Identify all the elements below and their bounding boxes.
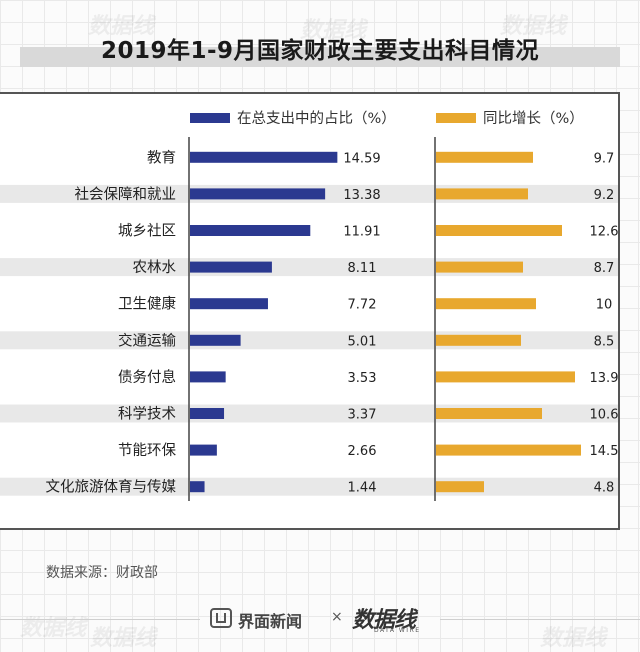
value-label-share: 11.91 xyxy=(343,225,380,240)
bar-growth xyxy=(436,334,521,346)
times-sign: × xyxy=(331,609,343,625)
data-wire-logo: 数据线 xyxy=(352,608,416,633)
category-label: 教育 xyxy=(147,149,176,166)
value-label-share: 2.66 xyxy=(348,444,377,459)
footer: 界面新闻 × 数据线 DATA WIRE xyxy=(0,604,640,634)
bar-growth xyxy=(436,371,575,383)
value-label-growth: 4.8 xyxy=(594,481,615,496)
bar-growth xyxy=(436,408,542,419)
bar-share xyxy=(190,444,217,456)
category-label: 节能环保 xyxy=(118,442,176,459)
value-label-share: 13.38 xyxy=(343,188,380,203)
value-label-share: 7.72 xyxy=(348,298,377,313)
brand-logo-icon xyxy=(210,608,232,628)
bar-share xyxy=(190,408,225,419)
value-label-share: 1.44 xyxy=(348,481,377,496)
watermark: 数据线 xyxy=(88,14,155,39)
value-label-growth: 10 xyxy=(596,298,613,313)
category-label: 文化旅游体育与传媒 xyxy=(46,479,177,496)
row-stripe xyxy=(0,258,618,277)
category-label: 卫生健康 xyxy=(118,296,176,313)
row-stripe xyxy=(0,331,618,350)
value-label-share: 8.11 xyxy=(348,261,377,276)
value-label-growth: 8.7 xyxy=(594,261,615,276)
category-label: 农林水 xyxy=(133,259,177,276)
value-label-growth: 9.7 xyxy=(594,151,615,166)
legend-label-growth: 同比增长（%） xyxy=(483,110,584,127)
watermark: 数据线 xyxy=(540,626,607,651)
value-label-growth: 10.6 xyxy=(590,408,619,423)
watermark: 数据线 xyxy=(90,626,157,651)
bar-growth xyxy=(436,151,533,163)
category-label: 债务付息 xyxy=(118,369,176,386)
value-label-growth: 8.5 xyxy=(594,334,615,349)
bar-growth xyxy=(436,225,562,236)
bar-share xyxy=(190,151,338,163)
bar-growth xyxy=(436,481,484,493)
footer-divider xyxy=(440,619,640,620)
bar-share xyxy=(190,334,241,346)
bar-growth xyxy=(436,444,581,456)
footer-divider xyxy=(0,619,200,620)
category-label: 交通运输 xyxy=(118,331,176,349)
value-label-share: 5.01 xyxy=(348,334,377,349)
bar-growth xyxy=(436,188,528,200)
value-label-share: 14.59 xyxy=(343,151,380,166)
watermark: 数据线 xyxy=(500,14,567,39)
category-label: 社会保障和就业 xyxy=(75,185,177,203)
value-label-growth: 12.6 xyxy=(590,225,619,240)
category-label: 城乡社区 xyxy=(118,223,176,240)
bar-growth xyxy=(436,298,536,310)
bar-share xyxy=(190,298,268,310)
bar-growth xyxy=(436,261,523,273)
bar-share xyxy=(190,481,205,493)
bar-share xyxy=(190,225,311,236)
legend-swatch-share xyxy=(190,113,230,123)
category-label: 科学技术 xyxy=(118,406,176,423)
value-label-share: 3.53 xyxy=(348,371,377,386)
chart-title: 2019年1-9月国家财政主要支出科目情况 xyxy=(100,38,540,64)
legend-swatch-growth xyxy=(436,113,476,123)
bar-share xyxy=(190,371,226,383)
legend-label-share: 在总支出中的占比（%） xyxy=(237,110,396,127)
bar-share xyxy=(190,188,326,200)
watermark: 数据线 xyxy=(20,616,87,641)
chart-panel xyxy=(0,92,620,530)
title-band xyxy=(20,47,620,67)
value-label-growth: 13.9 xyxy=(590,371,619,386)
value-label-growth: 9.2 xyxy=(594,188,615,203)
value-label-share: 3.37 xyxy=(348,408,377,423)
source-note: 数据来源：财政部 xyxy=(46,565,158,581)
chart: 在总支出中的占比（%） 同比增长（%） 教育 14.59 9.7 社会保障和就业 13.38… xyxy=(0,110,619,501)
value-label-growth: 14.5 xyxy=(590,444,619,459)
watermark: 数据线 xyxy=(300,18,367,43)
data-wire-subtitle: DATA WIRE xyxy=(374,627,421,634)
bar-share xyxy=(190,261,272,273)
brand-name: 界面新闻 xyxy=(238,612,303,631)
